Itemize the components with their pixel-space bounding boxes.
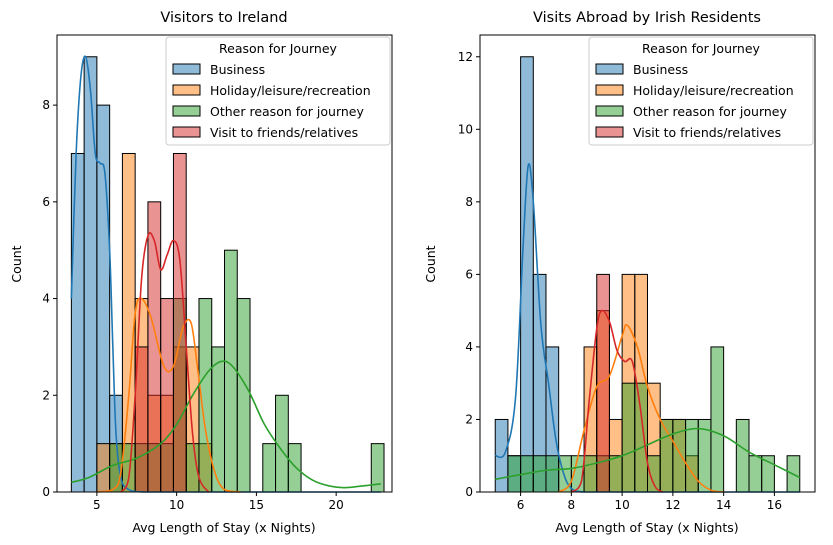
histogram-bar xyxy=(545,455,560,493)
histogram-bar xyxy=(96,104,111,493)
kde-line-other-reason-for-journey xyxy=(495,427,801,481)
y-tick-label: 2 xyxy=(42,388,50,402)
y-tick-label: 4 xyxy=(465,340,473,354)
legend-item: Business xyxy=(172,62,265,77)
y-tick-label: 4 xyxy=(42,292,50,306)
x-tick-label: 14 xyxy=(716,498,731,512)
x-tick-label: 6 xyxy=(517,498,525,512)
histogram-bar xyxy=(621,382,636,493)
histogram-bar xyxy=(532,455,547,493)
legend-item: Other reason for journey xyxy=(595,104,787,119)
histogram-bar xyxy=(262,443,277,493)
histogram-bar xyxy=(735,418,750,493)
chart-visits-abroad: Visits Abroad by Irish Residents Avg Len… xyxy=(423,10,816,535)
y-tick-label: 10 xyxy=(458,122,473,136)
histogram-bar xyxy=(83,56,98,493)
legend-swatch xyxy=(595,63,624,75)
y-tick-label: 0 xyxy=(465,485,473,499)
legend-swatch xyxy=(172,63,201,75)
y-tick-label: 6 xyxy=(42,195,50,209)
legend-swatch xyxy=(595,105,624,117)
chart-title: Visitors to Ireland xyxy=(160,10,287,26)
legend-item: Visit to friends/relatives xyxy=(172,125,358,140)
legend: Reason for Journey Business Holiday/leisu… xyxy=(165,36,391,146)
y-axis-label: Count xyxy=(423,245,438,282)
x-tick-label: 15 xyxy=(249,498,264,512)
legend-swatch xyxy=(595,126,624,138)
histogram-bar xyxy=(224,249,238,493)
legend-swatch xyxy=(595,84,624,96)
x-tick-label: 16 xyxy=(767,498,782,512)
histogram-bar xyxy=(160,298,174,493)
kde-line-holiday-leisure-recreation xyxy=(96,297,241,493)
legend-label: Visit to friends/relatives xyxy=(210,125,358,140)
legend-item: Visit to friends/relatives xyxy=(595,125,781,140)
histogram-bar xyxy=(507,455,522,493)
histogram-bar xyxy=(583,455,598,493)
x-axis-label: Avg Length of Stay (x Nights) xyxy=(555,520,738,535)
legend-title: Reason for Journey xyxy=(219,41,337,56)
histogram-bar xyxy=(236,298,251,493)
legend-label: Holiday/leisure/recreation xyxy=(210,83,371,98)
histogram-bar xyxy=(109,443,123,493)
legend-label: Business xyxy=(633,62,688,77)
kde-line-visit-to-friends-relatives xyxy=(120,232,210,493)
legend-label: Other reason for journey xyxy=(633,104,787,119)
legend-swatch xyxy=(172,84,201,96)
legend-label: Business xyxy=(210,62,265,77)
legend-label: Holiday/leisure/recreation xyxy=(633,83,794,98)
legend-swatch xyxy=(172,105,201,117)
histogram-bar xyxy=(287,443,302,493)
x-tick-label: 20 xyxy=(329,498,344,512)
kde-line-visit-to-friends-relatives xyxy=(570,309,664,493)
y-tick-label: 6 xyxy=(465,267,473,281)
legend-label: Other reason for journey xyxy=(210,104,364,119)
axes-frame xyxy=(56,34,393,493)
y-tick-label: 8 xyxy=(42,98,50,112)
histogram-bar xyxy=(710,346,725,493)
histogram-bar xyxy=(70,152,85,493)
y-tick-label: 2 xyxy=(465,412,473,426)
legend-frame xyxy=(165,36,391,146)
legend: Reason for Journey Business Holiday/leisu… xyxy=(588,36,814,146)
legend-label: Visit to friends/relatives xyxy=(633,125,781,140)
y-axis-label: Count xyxy=(9,245,24,282)
y-tick-label: 0 xyxy=(42,485,50,499)
plot-area: 6 8 10 12 14 16 0 2 4 6 8 10 12 xyxy=(458,34,816,512)
plot-area: 5 10 15 20 0 2 4 6 8 xyxy=(42,34,393,512)
x-tick-label: 8 xyxy=(568,498,576,512)
histogram-bar xyxy=(748,455,763,493)
axes-frame xyxy=(479,34,816,493)
legend-swatch xyxy=(172,126,201,138)
x-axis-label: Avg Length of Stay (x Nights) xyxy=(132,520,315,535)
x-tick-label: 10 xyxy=(614,498,629,512)
legend-item: Business xyxy=(595,62,688,77)
y-tick-label: 8 xyxy=(465,195,473,209)
legend-item: Other reason for journey xyxy=(172,104,364,119)
legend-title: Reason for Journey xyxy=(642,41,760,56)
x-tick-label: 10 xyxy=(169,498,184,512)
y-tick-label: 12 xyxy=(458,50,473,64)
legend-frame xyxy=(588,36,814,146)
bars-business xyxy=(70,56,123,493)
chart-visitors-to-ireland: Visitors to Ireland Avg Length of Stay (… xyxy=(9,10,393,535)
bars-business xyxy=(494,56,560,493)
histogram-bar xyxy=(608,455,623,493)
histogram-bar xyxy=(634,382,649,493)
chart-title: Visits Abroad by Irish Residents xyxy=(533,10,761,26)
bars-visit-to-friends-relatives xyxy=(134,152,187,493)
x-tick-label: 5 xyxy=(93,498,101,512)
legend-item: Holiday/leisure/recreation xyxy=(172,83,371,98)
x-tick-label: 12 xyxy=(665,498,680,512)
kde-line-other-reason-for-journey xyxy=(71,360,381,489)
legend-item: Holiday/leisure/recreation xyxy=(595,83,794,98)
